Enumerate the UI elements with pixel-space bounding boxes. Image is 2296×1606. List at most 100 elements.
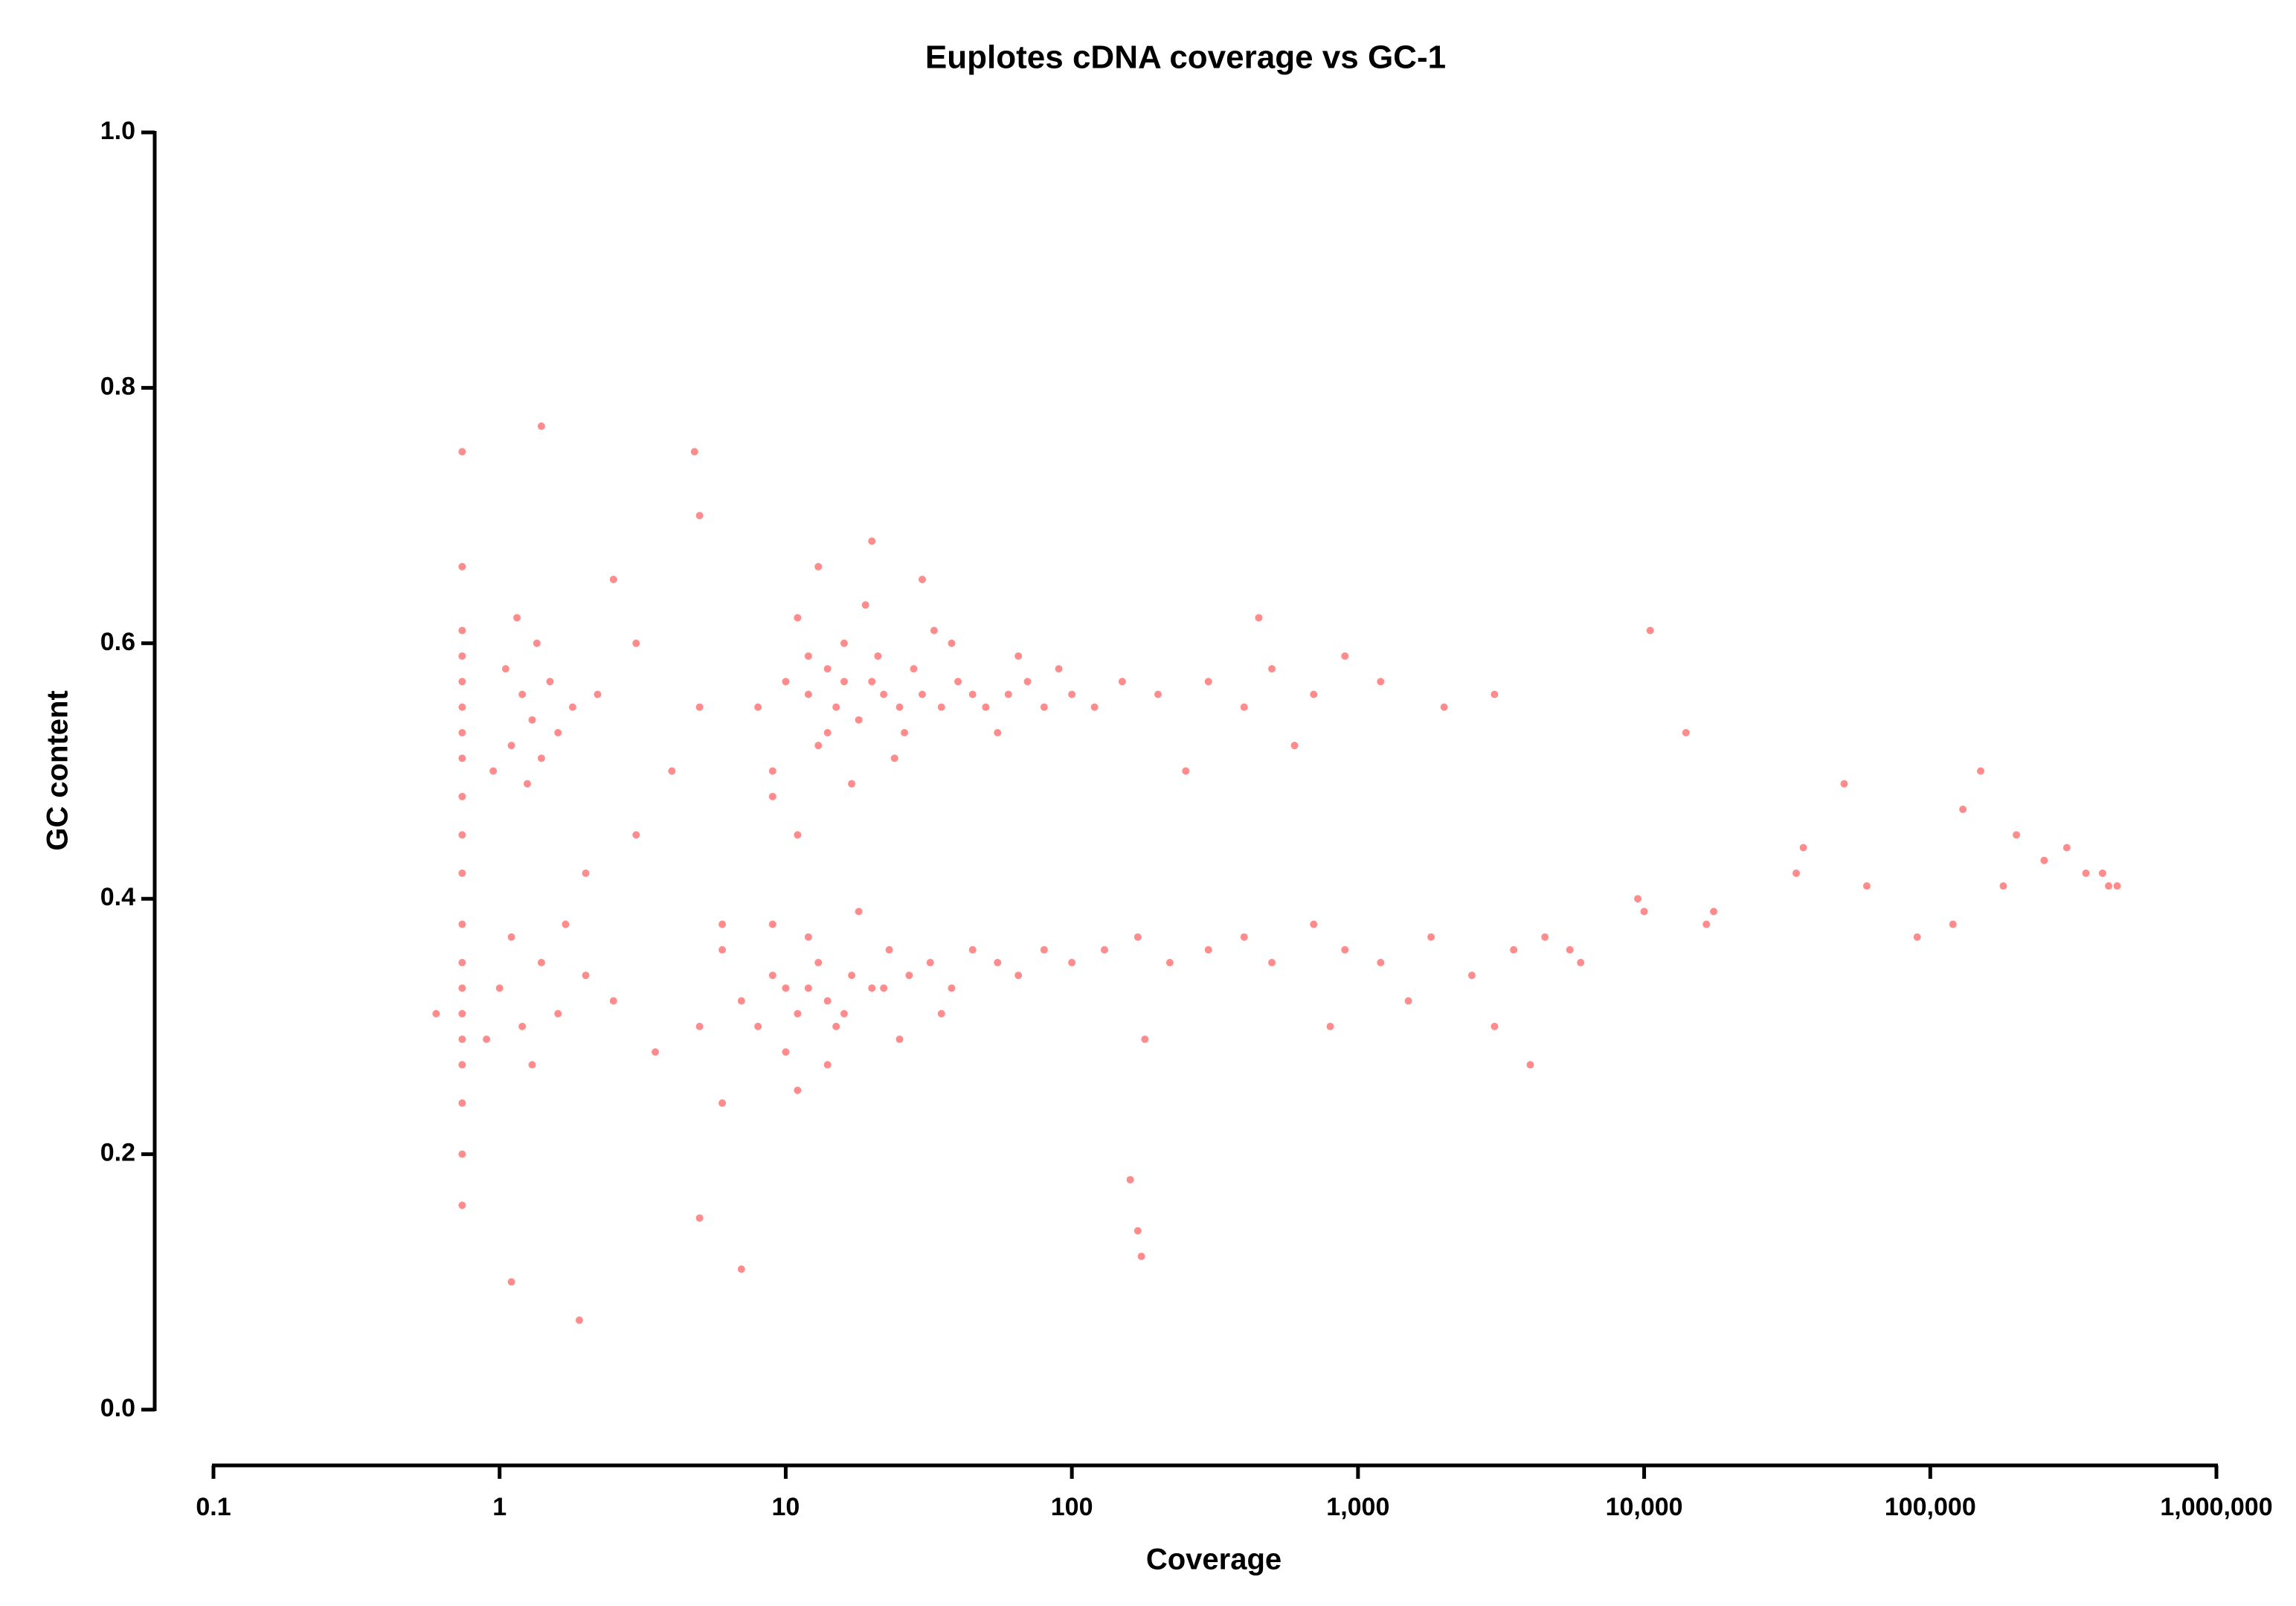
point <box>1467 971 1476 980</box>
point <box>458 869 466 877</box>
point <box>2105 882 2113 890</box>
point <box>804 690 812 698</box>
point <box>582 971 590 980</box>
y-tick-label: 0.2 <box>100 1139 135 1167</box>
point <box>458 1201 466 1210</box>
point <box>523 780 531 788</box>
point <box>483 1035 491 1044</box>
y-axis-label: GC content <box>42 690 74 851</box>
point <box>895 703 904 711</box>
point <box>2113 882 2121 890</box>
point <box>1090 703 1099 711</box>
point <box>855 716 863 724</box>
point <box>458 652 466 660</box>
point <box>1310 920 1318 928</box>
point <box>910 665 918 673</box>
point <box>768 971 776 980</box>
point <box>458 1150 466 1158</box>
x-tick-label: 10 <box>772 1493 800 1521</box>
point <box>507 1278 515 1286</box>
point <box>518 690 527 698</box>
point <box>458 728 466 736</box>
point <box>1204 945 1212 954</box>
point <box>2013 831 2021 839</box>
point <box>782 678 790 686</box>
point <box>458 920 466 928</box>
point <box>458 959 466 967</box>
point <box>994 959 1002 967</box>
point <box>1491 1022 1499 1030</box>
point <box>495 984 504 992</box>
point <box>458 703 466 711</box>
point <box>568 703 576 711</box>
point <box>458 678 466 686</box>
point <box>1862 882 1871 890</box>
point <box>823 1061 832 1069</box>
point <box>2082 869 2090 877</box>
point <box>868 678 876 686</box>
point <box>507 742 515 750</box>
point <box>768 767 776 775</box>
point <box>458 1009 466 1018</box>
point <box>737 997 745 1005</box>
point <box>1377 959 1385 967</box>
point <box>782 1048 790 1056</box>
point <box>695 1214 704 1222</box>
point <box>994 728 1002 736</box>
point <box>1255 614 1263 622</box>
point <box>1440 703 1448 711</box>
x-tick-label: 100 <box>1051 1493 1093 1521</box>
point <box>652 1048 660 1056</box>
point <box>1290 742 1299 750</box>
point <box>554 1009 562 1018</box>
point <box>518 1022 527 1030</box>
point <box>840 1009 848 1018</box>
point <box>1646 626 1654 635</box>
point <box>982 703 990 711</box>
point <box>1541 933 1549 941</box>
x-tick-label: 1,000 <box>1326 1493 1389 1521</box>
point <box>537 959 545 967</box>
point <box>861 601 869 609</box>
x-tick-label: 100,000 <box>1885 1493 1976 1521</box>
point <box>1799 844 1807 852</box>
point <box>609 575 617 583</box>
point <box>1341 652 1349 660</box>
y-tick-label: 1.0 <box>100 117 135 145</box>
point <box>507 933 515 941</box>
point <box>1068 690 1076 698</box>
point <box>1949 920 1957 928</box>
point <box>1977 767 1985 775</box>
point <box>804 933 812 941</box>
point <box>1913 933 1921 941</box>
point <box>1014 971 1023 980</box>
point <box>823 997 832 1005</box>
point <box>458 1035 466 1044</box>
point <box>1702 920 1711 928</box>
point <box>1141 1035 1149 1044</box>
point <box>458 1099 466 1107</box>
point <box>718 920 727 928</box>
point <box>868 984 876 992</box>
point <box>840 678 848 686</box>
point <box>432 1009 440 1018</box>
point <box>1326 1022 1334 1030</box>
point <box>832 1022 840 1030</box>
point <box>537 754 545 762</box>
point <box>885 945 893 954</box>
point <box>814 562 823 571</box>
y-tick-label: 0.6 <box>100 628 135 656</box>
point <box>695 1022 704 1030</box>
point <box>874 652 882 660</box>
point <box>632 639 640 647</box>
point <box>458 626 466 635</box>
point <box>1023 678 1032 686</box>
point <box>905 971 913 980</box>
point <box>930 626 938 635</box>
point <box>1154 690 1162 698</box>
point <box>768 792 776 800</box>
point <box>2098 869 2106 877</box>
point <box>554 728 562 736</box>
point <box>823 665 832 673</box>
point <box>1133 1227 1142 1235</box>
